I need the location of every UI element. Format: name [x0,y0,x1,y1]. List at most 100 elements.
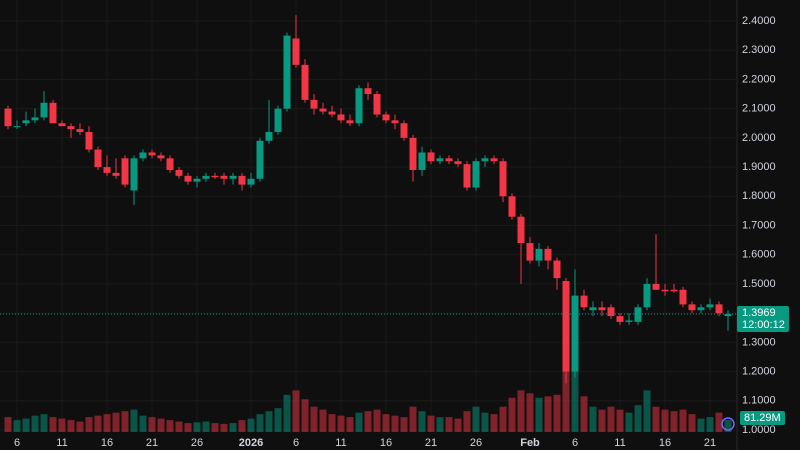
y-tick-label: 1.0000 [742,424,776,436]
volume-bar [211,423,219,432]
volume-bar [112,412,120,432]
candle-body [355,88,363,124]
volume-bar [247,418,255,432]
volume-bar [58,418,66,432]
volume-bar [319,409,327,432]
volume-label: 81.29M [744,412,781,424]
volume-bar [625,412,633,432]
volume-bar [598,409,606,432]
candle-body [22,120,30,124]
y-tick-label: 1.2000 [742,365,776,377]
candle-body [553,260,561,279]
volume-bar [688,414,696,432]
volume-bar [310,406,318,432]
volume-bar [193,422,201,432]
x-tick-label: 6 [14,437,20,449]
candle-body [112,172,120,176]
candle-body [94,149,102,168]
candle-body [103,167,111,173]
candle-body [580,295,588,308]
volume-bar [220,423,228,432]
volume-bar [643,390,651,432]
candle-body [130,158,138,191]
candle-body [499,161,507,197]
y-tick-label: 2.0000 [742,132,776,144]
candle-body [400,123,408,138]
candle-body [625,320,633,322]
volume-bar [400,417,408,432]
candle-body [337,114,345,121]
volume-bar [427,415,435,432]
volume-bar [589,406,597,432]
volume-bar [76,421,84,432]
candle-body [724,314,732,317]
candle-body [202,175,210,179]
volume-bar [166,420,174,432]
volume-bar [661,409,669,432]
candle-body [472,161,480,188]
candle-body [463,164,471,188]
volume-bar [364,411,372,432]
volume-bar [670,411,678,432]
y-tick-label: 2.3000 [742,44,776,56]
candle-body [715,304,723,314]
candle-body [616,316,624,322]
candle-body [391,120,399,124]
volume-bar [175,421,183,432]
volume-bar [715,412,723,432]
volume-bar [580,396,588,432]
candle-body [328,111,336,115]
volume-bar [40,414,48,432]
x-tick-label: Feb [520,437,540,449]
volume-bar [49,417,57,432]
candle-body [688,304,696,311]
volume-bar [292,390,300,432]
volume-bar [346,417,354,432]
icon [721,417,735,431]
volume-bar [67,420,75,432]
volume-bar [499,406,507,432]
y-tick-label: 1.9000 [742,161,776,173]
volume-pill [740,411,785,425]
x-tick-label: 21 [146,437,158,449]
y-tick-label: 2.1000 [742,103,776,115]
candle-body [13,126,21,128]
volume-bar [184,423,192,432]
volume-bar [535,397,543,432]
price-pill [737,306,789,333]
candle-body [40,102,48,118]
volume-bar [418,411,426,432]
volume-bar [436,417,444,432]
candle-body [256,140,264,179]
candle-body [427,152,435,162]
y-tick-label: 1.5000 [742,278,776,290]
candle-body [409,137,417,170]
volume-bar [22,418,30,432]
x-tick-label: 16 [659,437,671,449]
candle-body [148,152,156,156]
candle-body [661,289,669,292]
volume-bar [652,406,660,432]
volume-bar [679,409,687,432]
x-tick-label: 2026 [239,437,263,449]
candle-body [562,281,570,372]
volume-bar [445,417,453,432]
volume-bar [85,417,93,432]
candle-body [265,132,273,141]
candle-body [157,155,165,159]
volume-bar [337,415,345,432]
candle-body [166,158,174,170]
volume-bar [328,414,336,432]
candle-body [481,158,489,162]
volume-bar [130,409,138,432]
candle-body [184,175,192,182]
candle-body [490,158,498,162]
candle-body [319,108,327,112]
volume-bar [139,415,147,432]
candle-body [571,295,579,372]
candle-body [445,158,453,162]
volume-bar [607,406,615,432]
volume-bar [562,369,570,432]
candle-body [643,283,651,308]
